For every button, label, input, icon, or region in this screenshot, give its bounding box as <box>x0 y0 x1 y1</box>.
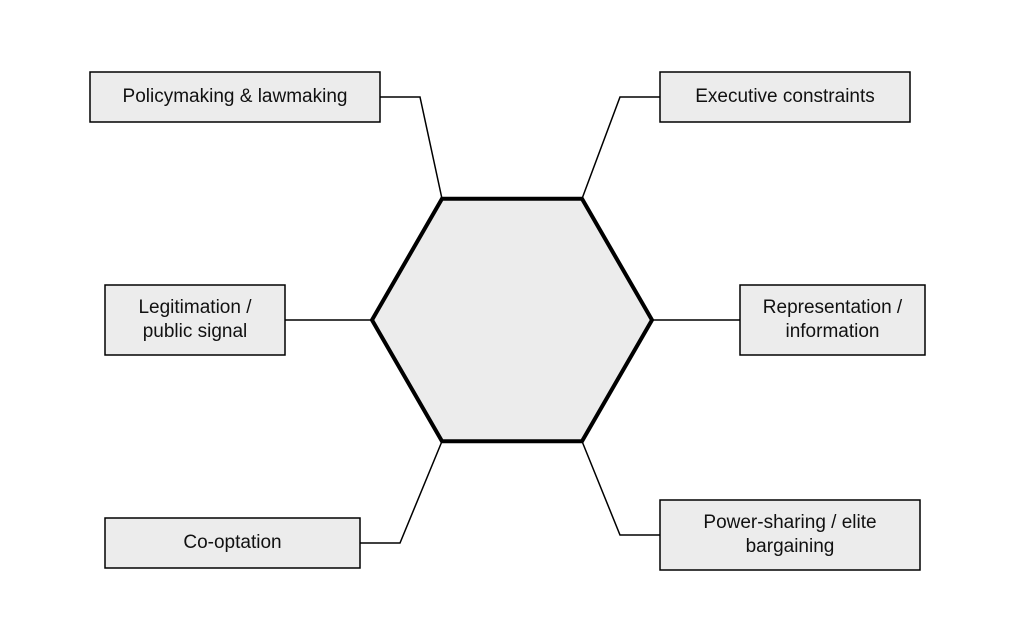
hexagon <box>372 199 652 441</box>
connector-executive-constraints <box>582 97 660 199</box>
connector-cooptation <box>360 441 442 543</box>
node-label-executive-constraints: Executive constraints <box>660 72 910 122</box>
connector-power-sharing <box>582 441 660 535</box>
node-label-representation: Representation / information <box>740 285 925 355</box>
node-label-policymaking: Policymaking & lawmaking <box>90 72 380 122</box>
node-label-legitimation: Legitimation / public signal <box>105 285 285 355</box>
node-label-cooptation: Co-optation <box>105 518 360 568</box>
diagram-canvas: Policymaking & lawmaking Executive constr… <box>0 0 1024 640</box>
node-label-power-sharing: Power-sharing / elite bargaining <box>660 500 920 570</box>
connector-policymaking <box>380 97 442 199</box>
